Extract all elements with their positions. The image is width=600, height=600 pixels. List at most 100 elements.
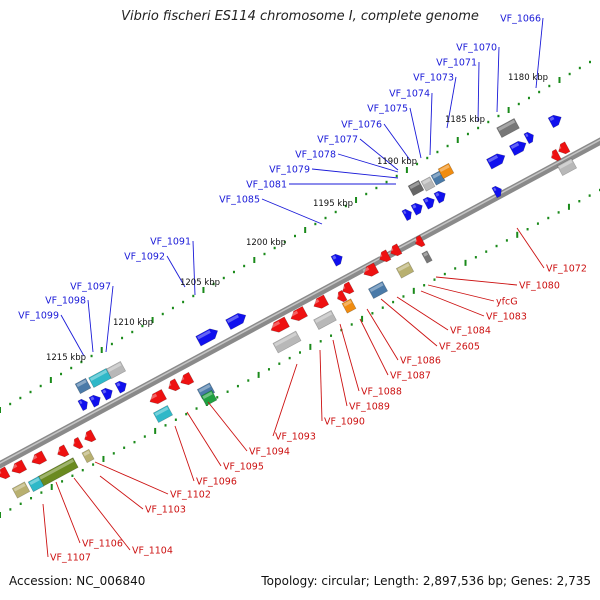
reverse-gene-glyph[interactable] — [413, 234, 426, 248]
reverse-gene-label[interactable]: VF_1094 — [249, 447, 290, 458]
forward-gene-glyph[interactable] — [401, 207, 414, 222]
reverse-gene-glyph[interactable] — [71, 436, 84, 450]
forward-gene-glyph[interactable] — [422, 195, 437, 210]
misc-feature-glyph[interactable] — [152, 404, 174, 424]
reverse-gene-glyph[interactable] — [288, 305, 309, 323]
forward-gene-label[interactable]: VF_1076 — [341, 120, 382, 131]
forward-gene-glyph[interactable] — [114, 379, 129, 394]
misc-feature-glyph[interactable] — [496, 118, 520, 138]
reverse-gene-glyph[interactable] — [178, 371, 195, 387]
ruler-tick-label: 1185 kbp — [445, 115, 485, 125]
forward-gene-glyph[interactable] — [523, 130, 536, 145]
reverse-gene-label[interactable]: VF_1083 — [486, 312, 527, 323]
reverse-gene-label[interactable]: VF_1106 — [82, 539, 123, 550]
reverse-gene-glyph[interactable] — [268, 316, 290, 335]
reverse-gene-label[interactable]: VF_1107 — [50, 553, 91, 564]
misc-feature-glyph[interactable] — [74, 377, 92, 395]
reverse-gene-glyph[interactable] — [55, 444, 70, 459]
reverse-gene-label[interactable]: VF_1095 — [223, 462, 264, 473]
misc-feature-glyph[interactable] — [341, 298, 357, 314]
misc-feature-glyph[interactable] — [367, 280, 389, 300]
misc-feature-glyph[interactable] — [196, 382, 216, 400]
reverse-gene-label[interactable]: VF_1103 — [145, 505, 186, 516]
reverse-gene-label[interactable]: VF_1089 — [349, 402, 390, 413]
misc-feature-glyph[interactable] — [81, 448, 95, 464]
misc-feature-glyph[interactable] — [437, 162, 455, 180]
forward-gene-glyph[interactable] — [410, 201, 425, 216]
forward-gene-glyph[interactable] — [433, 189, 448, 204]
misc-feature-glyph[interactable] — [395, 261, 415, 279]
reverse-gene-label[interactable]: VF_1090 — [324, 417, 365, 428]
forward-gene-label[interactable]: VF_1091 — [150, 237, 191, 248]
ruler-tick-label: 1200 kbp — [246, 238, 286, 248]
reverse-gene-label[interactable]: VF_1087 — [390, 371, 431, 382]
misc-feature-glyph[interactable] — [556, 157, 578, 177]
reverse-gene-label[interactable]: VF_1088 — [361, 387, 402, 398]
forward-gene-glyph[interactable] — [225, 310, 249, 330]
forward-gene-label[interactable]: VF_1071 — [436, 58, 477, 69]
forward-gene-glyph[interactable] — [486, 151, 507, 170]
reverse-gene-glyph[interactable] — [29, 450, 48, 467]
forward-gene-label[interactable]: VF_1097 — [70, 282, 111, 293]
forward-gene-label[interactable]: VF_1075 — [367, 104, 408, 115]
reverse-gene-glyph[interactable] — [549, 148, 562, 162]
forward-gene-glyph[interactable] — [330, 252, 345, 267]
forward-gene-label[interactable]: VF_1079 — [269, 165, 310, 176]
reverse-gene-label[interactable]: VF_1093 — [275, 432, 316, 443]
forward-gene-label[interactable]: VF_1078 — [295, 150, 336, 161]
forward-gene-label[interactable]: VF_1074 — [389, 89, 430, 100]
leader-line — [186, 411, 222, 467]
reverse-gene-label[interactable]: VF_1084 — [450, 326, 491, 337]
reverse-gene-label[interactable]: VF_1102 — [170, 490, 211, 501]
reverse-gene-label[interactable]: VF_1096 — [196, 477, 237, 488]
forward-gene-label[interactable]: VF_1077 — [317, 135, 358, 146]
misc-feature-glyph[interactable] — [272, 330, 302, 354]
misc-feature-glyph[interactable] — [407, 179, 425, 197]
forward-gene-label[interactable]: VF_1085 — [219, 195, 260, 206]
misc-feature-glyph[interactable] — [200, 389, 218, 407]
forward-gene-label[interactable]: VF_1081 — [246, 180, 287, 191]
reverse-gene-glyph[interactable] — [335, 289, 348, 303]
misc-feature-glyph[interactable] — [27, 475, 45, 493]
reverse-gene-label[interactable]: VF_1072 — [546, 264, 587, 275]
forward-gene-glyph[interactable] — [508, 138, 528, 157]
reverse-gene-glyph[interactable] — [361, 262, 380, 279]
reverse-gene-glyph[interactable] — [388, 243, 403, 258]
reverse-gene-label[interactable]: VF_1080 — [519, 281, 560, 292]
reverse-gene-label[interactable]: VF_2605 — [439, 342, 480, 353]
reverse-gene-label[interactable]: VF_1104 — [132, 546, 173, 557]
reverse-gene-glyph[interactable] — [340, 281, 355, 296]
reverse-gene-glyph[interactable] — [166, 378, 181, 393]
ruler-dot — [143, 435, 146, 438]
ruler-dot — [294, 234, 296, 238]
forward-gene-label[interactable]: VF_1098 — [45, 296, 86, 307]
reverse-gene-label[interactable]: VF_1086 — [400, 356, 441, 367]
forward-gene-label[interactable]: VF_1092 — [124, 252, 165, 263]
forward-gene-glyph[interactable] — [547, 112, 564, 129]
leader-line — [73, 477, 131, 551]
reverse-gene-glyph[interactable] — [556, 141, 571, 156]
reverse-gene-glyph[interactable] — [82, 429, 97, 444]
forward-gene-glyph[interactable] — [195, 326, 221, 347]
forward-gene-label[interactable]: VF_1073 — [413, 73, 454, 84]
reverse-gene-glyph[interactable] — [377, 249, 392, 264]
forward-gene-glyph[interactable] — [100, 386, 115, 401]
reverse-gene-label[interactable]: yfcG — [496, 297, 518, 308]
reverse-gene-glyph[interactable] — [311, 294, 330, 311]
reverse-gene-glyph[interactable] — [0, 466, 11, 481]
leader-line — [105, 285, 114, 353]
reverse-gene-glyph[interactable] — [9, 459, 28, 476]
forward-gene-glyph[interactable] — [491, 184, 504, 199]
misc-feature-glyph[interactable] — [313, 310, 337, 330]
misc-feature-glyph[interactable] — [11, 481, 31, 499]
ruler-dot — [392, 300, 395, 304]
forward-gene-glyph[interactable] — [88, 393, 103, 408]
forward-gene-label[interactable]: VF_1066 — [500, 14, 541, 25]
forward-gene-glyph[interactable] — [77, 397, 90, 412]
misc-feature-glyph[interactable] — [421, 250, 433, 264]
misc-feature-glyph[interactable] — [105, 360, 127, 380]
misc-feature-glyph[interactable] — [420, 176, 436, 192]
reverse-gene-glyph[interactable] — [147, 388, 168, 406]
forward-gene-label[interactable]: VF_1070 — [456, 43, 497, 54]
forward-gene-label[interactable]: VF_1099 — [18, 311, 59, 322]
